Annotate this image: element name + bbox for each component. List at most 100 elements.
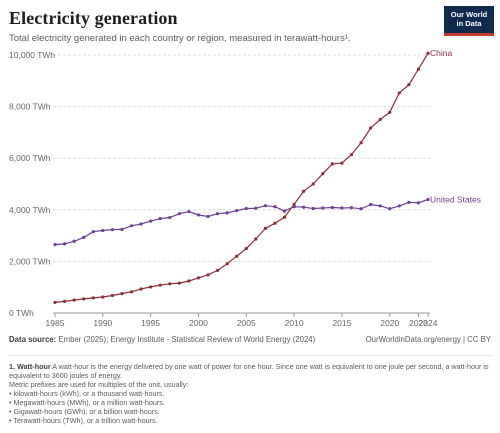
data-point-united-states — [110, 228, 114, 232]
data-point-china — [53, 300, 57, 305]
data-point-china — [196, 276, 201, 280]
data-point-united-states — [302, 205, 306, 209]
x-tick-label: 2020 — [380, 318, 399, 328]
chart-title: Electricity generation — [9, 8, 178, 28]
x-tick-label: 1985 — [46, 318, 65, 328]
x-tick-label: 2000 — [189, 318, 208, 328]
data-point-united-states — [215, 212, 220, 216]
x-tick-label: 2015 — [332, 318, 351, 328]
data-point-china — [388, 110, 392, 114]
footnote-heading: Watt-hour — [17, 362, 51, 371]
data-point-china — [215, 268, 220, 273]
data-point-china — [378, 117, 382, 122]
data-point-china — [349, 152, 354, 157]
data-point-china — [101, 295, 105, 299]
data-point-china — [244, 246, 248, 251]
footnote-text: A watt-hour is the energy delivered by o… — [9, 362, 489, 380]
data-point-united-states — [282, 209, 287, 213]
data-point-united-states — [129, 224, 134, 228]
y-tick-label: 6,000 TWh — [9, 153, 51, 163]
data-point-united-states — [158, 216, 162, 221]
data-point-united-states — [91, 230, 95, 234]
data-point-united-states — [187, 210, 191, 214]
data-point-china — [426, 51, 430, 55]
data-point-united-states — [292, 205, 296, 209]
data-point-united-states — [330, 205, 334, 210]
y-tick-label: 0 TWh — [9, 308, 34, 318]
data-point-china — [158, 283, 162, 287]
data-point-united-states — [407, 200, 411, 204]
data-source: Data source: Ember (2025); Energy Instit… — [9, 335, 315, 344]
data-point-china — [282, 215, 287, 219]
series-label-china: China — [430, 48, 452, 58]
data-point-united-states — [177, 212, 181, 216]
data-point-united-states — [53, 243, 57, 247]
data-point-united-states — [397, 204, 401, 208]
data-point-china — [292, 202, 296, 206]
data-point-china — [235, 254, 239, 258]
data-point-united-states — [349, 206, 354, 210]
x-tick-label: 2005 — [237, 318, 256, 328]
data-point-china — [369, 126, 373, 130]
footnote-prefix-item: • Terawatt-hours (TWh), or a trillion wa… — [9, 416, 158, 425]
logo-line-2: in Data — [456, 18, 482, 28]
footer-divider — [9, 355, 491, 356]
footnote-prefix-item: • Megawatt-hours (MWh), or a million wat… — [9, 398, 165, 407]
y-tick-label: 10,000 TWh — [9, 50, 55, 60]
y-tick-label: 8,000 TWh — [9, 102, 51, 112]
data-point-china — [110, 293, 114, 298]
data-point-china — [82, 297, 86, 301]
data-point-united-states — [321, 206, 325, 210]
y-tick-label: 4,000 TWh — [9, 205, 51, 215]
data-point-united-states — [225, 211, 229, 215]
data-point-united-states — [244, 206, 248, 211]
data-point-united-states — [101, 228, 105, 233]
data-point-china — [187, 279, 191, 283]
data-point-china — [311, 182, 315, 186]
data-point-united-states — [72, 239, 76, 243]
data-point-china — [397, 91, 401, 95]
data-point-united-states — [120, 227, 124, 232]
data-point-china — [168, 282, 172, 286]
data-point-united-states — [235, 208, 239, 213]
data-point-china — [225, 262, 229, 266]
data-point-united-states — [340, 206, 344, 210]
data-point-china — [330, 162, 334, 166]
chart-subtitle: Total electricity generated in each coun… — [9, 33, 351, 44]
data-point-united-states — [273, 205, 277, 209]
data-point-united-states — [196, 213, 201, 217]
data-point-china — [139, 287, 143, 291]
footnote-prefix-item: • Gigawatt-hours (GWh), or a billion wat… — [9, 407, 160, 416]
data-point-china — [72, 298, 76, 302]
data-point-china — [416, 67, 421, 71]
footnote: 1. Watt-hour A watt-hour is the energy d… — [9, 362, 489, 425]
data-point-united-states — [139, 222, 143, 226]
data-point-china — [129, 290, 134, 294]
x-tick-label: 2024 — [419, 318, 438, 328]
data-point-united-states — [149, 219, 153, 223]
data-point-china — [302, 189, 306, 193]
y-tick-label: 2,000 TWh — [9, 256, 51, 266]
data-point-china — [340, 161, 344, 165]
data-point-china — [359, 141, 363, 145]
data-point-china — [263, 226, 268, 230]
data-point-china — [321, 172, 325, 176]
data-point-united-states — [416, 201, 421, 205]
data-point-united-states — [369, 203, 373, 207]
data-point-china — [206, 273, 210, 277]
data-point-united-states — [426, 197, 430, 202]
owid-logo[interactable]: Our World in Data — [444, 6, 494, 36]
logo-line-1: Our World — [450, 10, 488, 19]
data-point-china — [149, 285, 153, 289]
data-point-china — [273, 221, 277, 225]
data-point-united-states — [168, 215, 172, 220]
footnote-prefix-item: • kilowatt-hours (kWh), or a thousand wa… — [9, 389, 165, 398]
footnote-number: 1. — [9, 362, 15, 371]
x-tick-label: 2023 — [409, 318, 428, 328]
x-tick-label: 1990 — [93, 318, 112, 328]
data-point-united-states — [263, 204, 268, 208]
data-point-china — [120, 292, 124, 296]
series-label-united-states: United States — [430, 194, 481, 204]
credit-link[interactable]: OurWorldinData.org/energy | CC BY — [365, 335, 491, 344]
footnote-prefix-intro: Metric prefixes are used for multiples o… — [9, 380, 189, 389]
